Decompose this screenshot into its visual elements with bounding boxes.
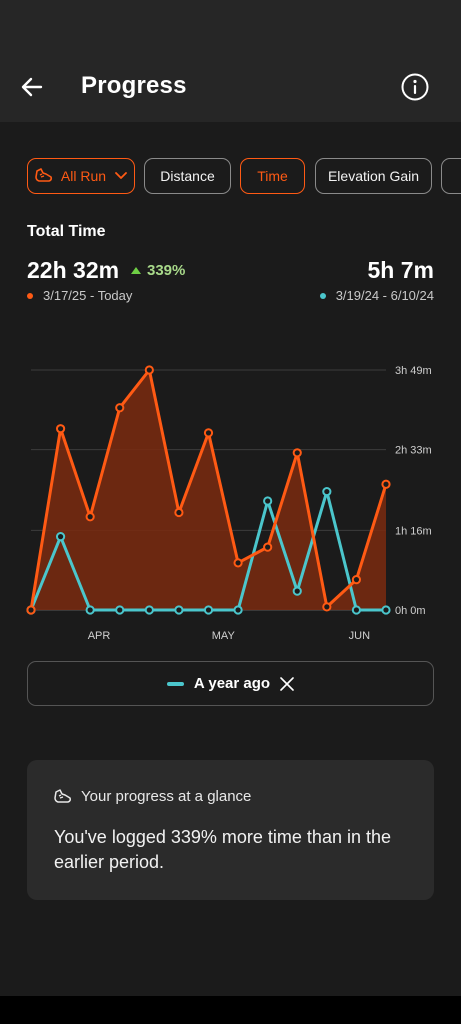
previous-series-point — [263, 496, 273, 506]
close-icon[interactable] — [280, 676, 294, 691]
change-indicator: 339% — [131, 262, 185, 279]
current-series-point — [381, 479, 391, 489]
filter-chips: All Run Distance Time Elevation Gain — [27, 158, 461, 194]
x-tick-label: JUN — [349, 630, 370, 642]
chip-distance-label: Distance — [160, 168, 215, 184]
previous-series-point — [85, 605, 95, 615]
change-percent: 339% — [147, 262, 186, 279]
previous-series-point — [381, 605, 391, 615]
time-chart[interactable]: 3h 49m 2h 33m 1h 16m 0h 0m APR MAY JUN — [0, 350, 461, 650]
chevron-down-icon — [115, 172, 127, 179]
current-series-point — [144, 365, 154, 375]
status-bar — [0, 0, 461, 52]
previous-series-point — [351, 605, 362, 615]
current-area-fill — [31, 370, 386, 610]
current-range-label: 3/17/25 - Today — [43, 288, 133, 303]
triangle-up-icon — [131, 267, 141, 274]
previous-range: 3/19/24 - 6/10/24 — [319, 288, 434, 303]
y-tick-label: 0h 0m — [395, 605, 426, 617]
chip-elevation-gain[interactable]: Elevation Gain — [315, 158, 432, 194]
insight-card-title: Your progress at a glance — [81, 788, 252, 805]
current-series-point — [292, 448, 302, 458]
system-nav-bar — [0, 996, 461, 1024]
previous-range-label: 3/19/24 - 6/10/24 — [335, 288, 434, 303]
previous-total-value: 5h 7m — [367, 257, 434, 283]
current-series-point — [115, 403, 125, 413]
current-series-point — [85, 512, 95, 522]
current-series-point — [203, 428, 214, 438]
current-series-point — [55, 424, 66, 434]
legend-swatch — [166, 681, 184, 686]
previous-series-point — [174, 605, 184, 615]
previous-series-point — [55, 532, 66, 542]
y-tick-label: 2h 33m — [395, 445, 432, 457]
current-series-point — [26, 605, 36, 615]
legend-label: A year ago — [193, 675, 271, 692]
info-icon — [401, 73, 429, 101]
current-series-point — [351, 575, 362, 585]
chip-time[interactable]: Time — [240, 158, 305, 194]
info-button[interactable] — [400, 72, 430, 102]
x-tick-label: MAY — [212, 630, 236, 642]
previous-series-point — [322, 486, 332, 497]
chip-more[interactable] — [441, 158, 461, 194]
shoe-icon — [35, 168, 52, 182]
insight-card-body: You've logged 339% more time than in the… — [54, 827, 391, 872]
metric-label: Total Time — [27, 223, 106, 240]
current-series-point — [233, 558, 243, 568]
current-series-point — [322, 602, 332, 612]
y-tick-label: 3h 49m — [395, 365, 432, 377]
back-button[interactable] — [14, 70, 50, 104]
previous-series-dot — [319, 292, 326, 299]
previous-series-point — [233, 605, 243, 615]
insight-card: Your progress at a glance You've logged … — [27, 760, 434, 900]
chip-time-label: Time — [257, 168, 288, 184]
shoe-icon — [54, 788, 71, 803]
chip-all-run-label: All Run — [60, 168, 107, 184]
page-title: Progress — [81, 72, 187, 99]
insight-card-header: Your progress at a glance — [54, 788, 251, 805]
chip-distance[interactable]: Distance — [144, 158, 231, 194]
chip-all-run[interactable]: All Run — [27, 158, 135, 194]
current-series-point — [174, 507, 184, 518]
previous-series-point — [144, 605, 154, 615]
current-total-value: 22h 32m — [27, 257, 120, 283]
y-tick-label: 1h 16m — [395, 525, 432, 537]
x-tick-label: APR — [88, 630, 111, 642]
previous-series-point — [115, 605, 125, 615]
chip-elevation-gain-label: Elevation Gain — [327, 168, 420, 184]
previous-series-point — [203, 605, 214, 615]
current-range: 3/17/25 - Today — [27, 288, 132, 303]
app-bar: Progress — [0, 52, 461, 122]
arrow-left-icon — [21, 77, 43, 97]
previous-series-point — [292, 586, 302, 596]
current-series-point — [263, 542, 273, 552]
legend-toggle-button[interactable]: A year ago — [27, 661, 434, 706]
current-series-dot — [27, 292, 33, 299]
